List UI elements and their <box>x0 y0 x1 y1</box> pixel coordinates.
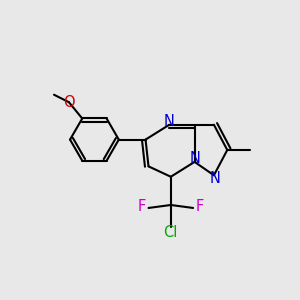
Text: F: F <box>138 199 146 214</box>
Text: N: N <box>164 114 175 129</box>
Text: Cl: Cl <box>164 225 178 240</box>
Text: N: N <box>189 151 200 166</box>
Text: N: N <box>210 171 221 186</box>
Text: F: F <box>196 199 204 214</box>
Text: O: O <box>63 94 75 110</box>
